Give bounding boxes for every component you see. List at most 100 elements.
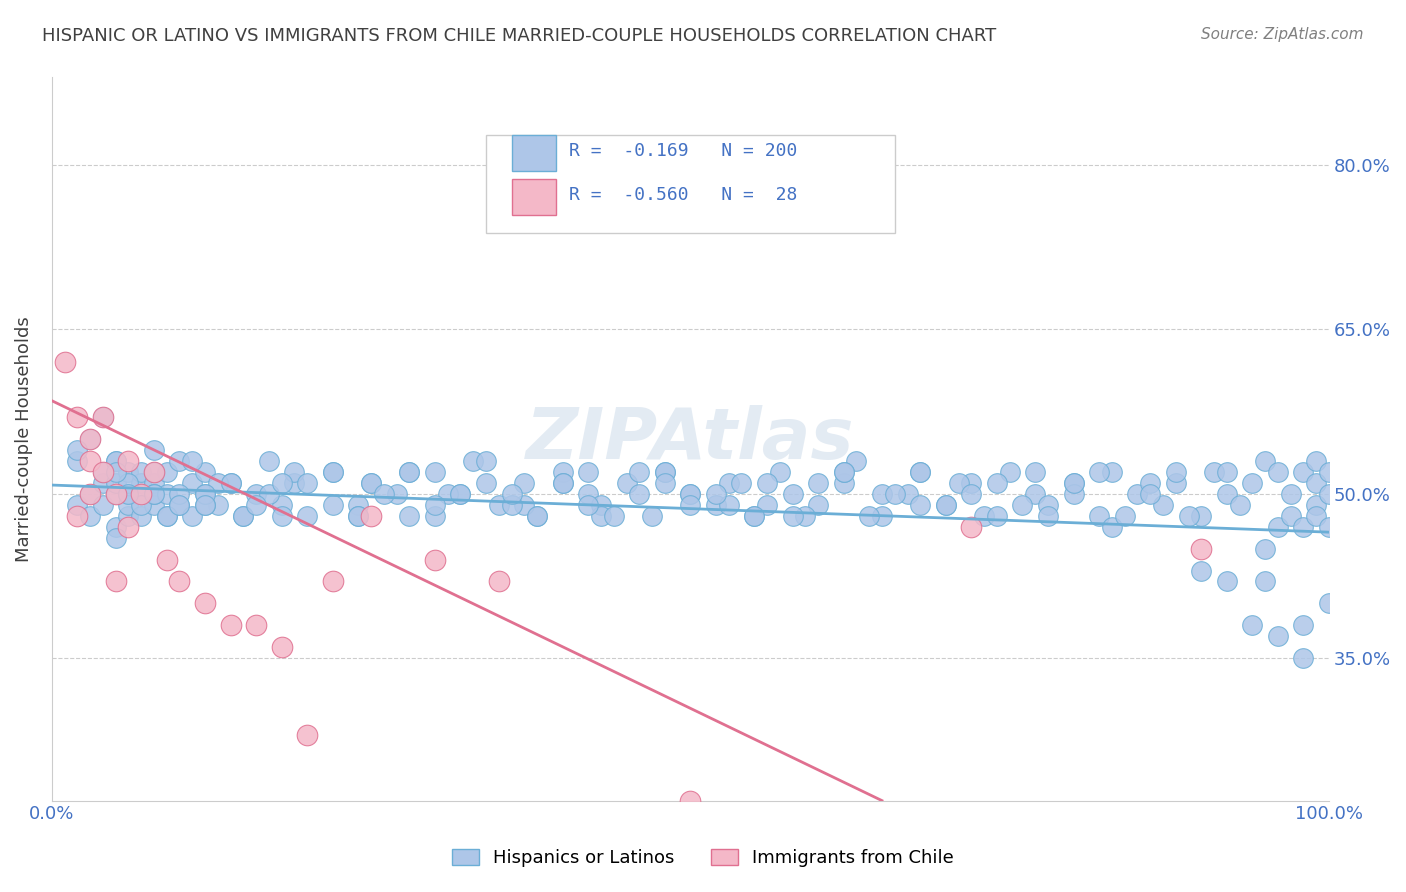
Y-axis label: Married-couple Households: Married-couple Households xyxy=(15,316,32,562)
Point xyxy=(423,508,446,523)
Point xyxy=(1189,508,1212,523)
Point xyxy=(1254,541,1277,556)
Point xyxy=(679,487,702,501)
Point xyxy=(513,475,536,490)
Point xyxy=(283,475,305,490)
Text: Source: ZipAtlas.com: Source: ZipAtlas.com xyxy=(1201,27,1364,42)
Point xyxy=(742,508,765,523)
Point xyxy=(1317,465,1340,479)
Point xyxy=(257,454,280,468)
Point xyxy=(91,498,114,512)
Point xyxy=(194,487,217,501)
Point xyxy=(1317,487,1340,501)
Point xyxy=(322,574,344,589)
Point xyxy=(488,498,510,512)
Point xyxy=(104,487,127,501)
Point xyxy=(782,487,804,501)
Point xyxy=(973,508,995,523)
Point xyxy=(207,475,229,490)
Text: HISPANIC OR LATINO VS IMMIGRANTS FROM CHILE MARRIED-COUPLE HOUSEHOLDS CORRELATIO: HISPANIC OR LATINO VS IMMIGRANTS FROM CH… xyxy=(42,27,997,45)
Point xyxy=(576,498,599,512)
Point xyxy=(194,596,217,610)
Point xyxy=(463,454,485,468)
Point xyxy=(654,475,676,490)
Point xyxy=(679,794,702,808)
Point xyxy=(360,475,382,490)
Point xyxy=(117,487,139,501)
Point xyxy=(526,508,548,523)
Point xyxy=(295,475,318,490)
Point xyxy=(194,498,217,512)
Point xyxy=(142,487,165,501)
Point xyxy=(910,498,932,512)
Point xyxy=(347,508,370,523)
Point xyxy=(1063,475,1085,490)
Point xyxy=(576,487,599,501)
Point xyxy=(1088,508,1111,523)
Point xyxy=(1241,475,1264,490)
Point xyxy=(117,519,139,533)
Point xyxy=(207,498,229,512)
Point xyxy=(156,552,179,566)
Point xyxy=(883,487,905,501)
Legend: Hispanics or Latinos, Immigrants from Chile: Hispanics or Latinos, Immigrants from Ch… xyxy=(444,841,962,874)
Point xyxy=(219,475,242,490)
Point xyxy=(373,487,395,501)
Point xyxy=(169,574,191,589)
Point xyxy=(794,508,817,523)
Point xyxy=(576,465,599,479)
Point xyxy=(998,465,1021,479)
Point xyxy=(858,508,880,523)
Point xyxy=(385,487,408,501)
Point xyxy=(1189,564,1212,578)
Point xyxy=(66,410,89,425)
Point xyxy=(142,475,165,490)
Point xyxy=(79,432,101,446)
Point xyxy=(1139,475,1161,490)
Point xyxy=(832,465,855,479)
Point xyxy=(654,465,676,479)
Point xyxy=(91,410,114,425)
Point xyxy=(91,410,114,425)
Point xyxy=(129,487,152,501)
Point xyxy=(1292,519,1315,533)
Point xyxy=(1036,508,1059,523)
Point xyxy=(219,475,242,490)
Point xyxy=(551,475,574,490)
Point xyxy=(142,465,165,479)
Point xyxy=(104,475,127,490)
Point xyxy=(641,508,664,523)
Point xyxy=(245,618,267,632)
Point xyxy=(628,465,651,479)
Point xyxy=(742,508,765,523)
Point xyxy=(551,465,574,479)
Point xyxy=(475,454,498,468)
Point xyxy=(1126,487,1149,501)
Point xyxy=(717,475,740,490)
Point xyxy=(169,487,191,501)
Point xyxy=(1216,574,1239,589)
Point xyxy=(628,487,651,501)
Point xyxy=(1177,508,1199,523)
Point xyxy=(1305,498,1327,512)
Point xyxy=(603,508,626,523)
Point xyxy=(870,508,893,523)
Point xyxy=(960,475,983,490)
Point xyxy=(398,465,420,479)
Point xyxy=(117,508,139,523)
Point xyxy=(129,508,152,523)
Point xyxy=(1202,465,1225,479)
Point xyxy=(704,498,727,512)
Point xyxy=(129,498,152,512)
Point xyxy=(1036,498,1059,512)
Point xyxy=(986,508,1008,523)
Point xyxy=(1241,618,1264,632)
Point xyxy=(270,498,292,512)
Point xyxy=(475,475,498,490)
Point xyxy=(322,498,344,512)
Point xyxy=(53,355,76,369)
Point xyxy=(257,487,280,501)
Point xyxy=(769,465,792,479)
Point xyxy=(1279,508,1302,523)
Point xyxy=(117,454,139,468)
